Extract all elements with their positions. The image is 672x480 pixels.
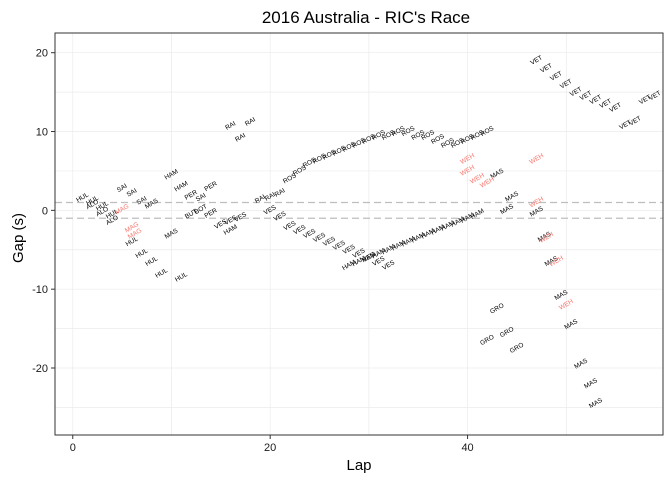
point-label-sai: SAI (136, 195, 149, 206)
point-label-rai: RAI (244, 116, 257, 128)
point-label-rai: RAI (224, 120, 237, 132)
point-label-sai: SAI (116, 183, 129, 194)
y-tick-label: -10 (32, 284, 48, 296)
y-tick-label: -20 (32, 363, 48, 375)
point-label-rai: RAI (254, 193, 267, 205)
point-label-rai: RAI (264, 191, 277, 203)
x-tick-label: 40 (461, 442, 473, 454)
plot-panel-border (54, 32, 664, 436)
y-axis-ticks: -20 -10 0 10 20 (32, 48, 55, 375)
y-tick-label: 0 (42, 205, 48, 217)
point-label-rai: RAI (274, 187, 287, 199)
x-tick-label: 0 (70, 442, 76, 454)
point-label-rai: RAI (234, 132, 247, 144)
chart-title: 2016 Australia - RIC's Race (262, 8, 470, 27)
reference-lines (55, 201, 663, 219)
point-label-sai: SAI (126, 187, 139, 198)
x-tick-label: 20 (264, 442, 276, 454)
x-axis-title: Lap (346, 457, 371, 474)
y-axis-title: Gap (s) (10, 213, 27, 263)
grid-lines (55, 33, 663, 435)
point-label-sai: SAI (195, 192, 208, 203)
y-tick-label: 10 (36, 127, 48, 139)
y-tick-label: 20 (36, 48, 48, 60)
x-axis-ticks: 0 20 40 (70, 435, 474, 454)
